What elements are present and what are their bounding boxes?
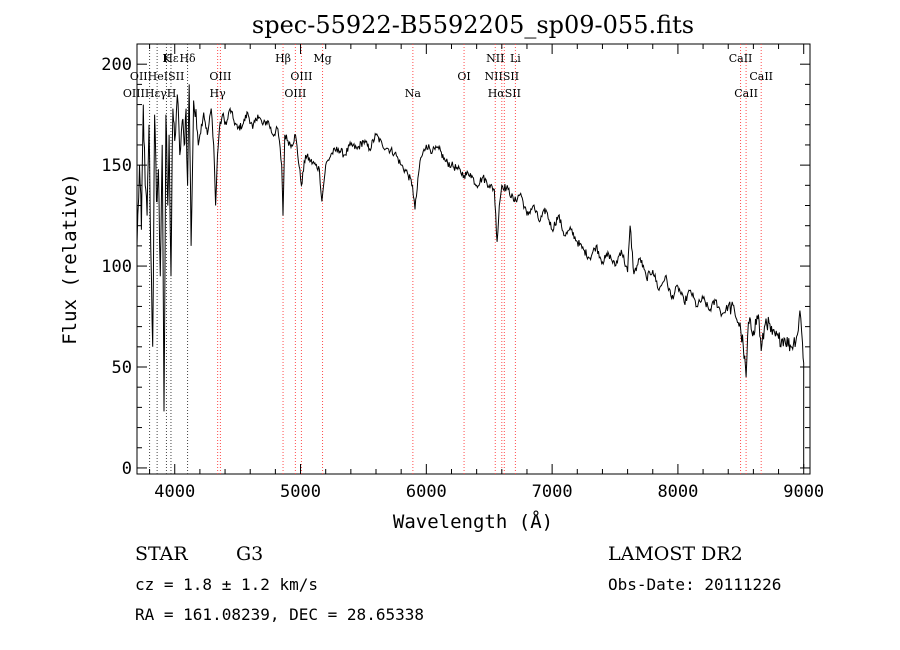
axis-tick-labels: 4000 5000 6000 7000 8000 9000 0 50 100 150 200	[101, 55, 824, 502]
x-tick-label: 7000	[532, 482, 573, 502]
line-marker-label: OIII	[290, 70, 312, 83]
line-marker-label: CaII	[734, 87, 758, 100]
obs-date: Obs-Date: 20111226	[608, 575, 781, 594]
line-markers	[149, 44, 762, 474]
line-marker-label: OIII	[209, 70, 231, 83]
survey-name: LAMOST DR2	[608, 543, 743, 565]
x-tick-label: 9000	[783, 482, 824, 502]
line-marker-label: Li	[510, 52, 521, 65]
line-marker-label: OIIIHεγH	[123, 87, 177, 100]
line-marker-label: Hγ	[210, 87, 227, 100]
line-marker-label: HαSII	[488, 87, 521, 100]
line-marker-label: Hδ	[179, 52, 196, 65]
line-marker-label: CaII	[729, 52, 753, 65]
plot-frame	[136, 43, 811, 475]
line-marker-label: OIII	[284, 87, 306, 100]
chart-title: spec-55922-B5592205_sp09-055.fits	[252, 11, 694, 39]
y-tick-label: 100	[101, 257, 132, 277]
line-marker-label: K	[162, 52, 171, 65]
line-marker-label: NIISII	[485, 70, 520, 83]
y-tick-label: 50	[112, 358, 132, 378]
x-tick-label: 5000	[280, 482, 321, 502]
line-marker-label: CaII	[749, 70, 773, 83]
spectrum-line	[136, 84, 805, 468]
line-marker-label: NII	[486, 52, 504, 65]
line-marker-label: OI	[457, 70, 470, 83]
axis-ticks	[137, 44, 810, 474]
y-tick-label: 200	[101, 55, 132, 75]
redshift-readout: cz = 1.8 ± 1.2 km/s	[135, 575, 318, 594]
object-type: STAR	[135, 543, 188, 565]
line-marker-label: Mg	[313, 52, 331, 65]
line-marker-label: Hε	[163, 52, 179, 65]
coordinates-readout: RA = 161.08239, DEC = 28.65338	[135, 605, 424, 624]
x-tick-label: 4000	[154, 482, 195, 502]
object-subclass: G3	[236, 543, 263, 565]
line-marker-label: Hβ	[275, 52, 291, 65]
x-tick-label: 8000	[657, 482, 698, 502]
y-axis-label: Flux (relative)	[59, 173, 81, 345]
line-marker-label: OIIHeISII	[130, 70, 184, 83]
y-tick-label: 0	[122, 459, 132, 479]
x-tick-label: 6000	[406, 482, 447, 502]
y-tick-label: 150	[101, 156, 132, 176]
x-axis-label: Wavelength (Å)	[393, 510, 553, 533]
line-marker-label: Na	[405, 87, 422, 100]
